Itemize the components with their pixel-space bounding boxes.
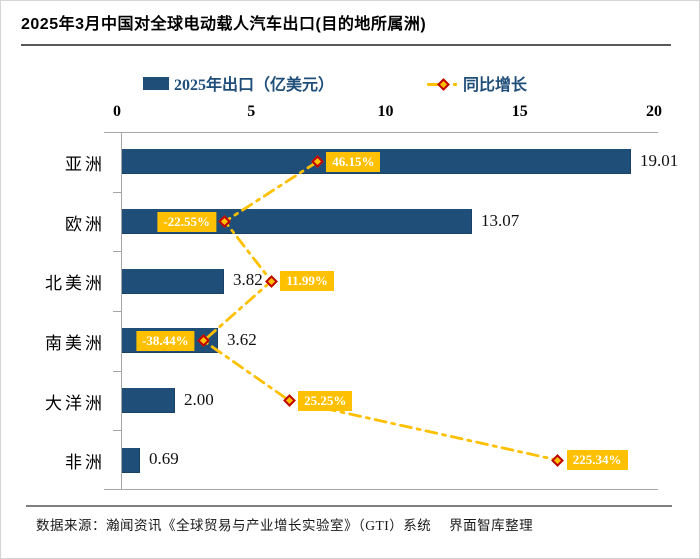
bar-value-label: 3.82 (233, 270, 263, 290)
y-axis-tick (113, 311, 121, 312)
growth-marker-icon (282, 394, 296, 407)
growth-pct-label: 11.99% (280, 271, 334, 292)
legend-line-marker-icon (427, 78, 459, 91)
bar-value-label: 0.69 (149, 449, 179, 469)
x-axis-line-top (104, 132, 658, 133)
category-label: 亚洲 (65, 154, 105, 174)
export-bar (122, 269, 224, 294)
growth-pct-label: -38.44% (136, 330, 195, 351)
legend-dash-icon (427, 83, 440, 86)
category-label: 大洋洲 (45, 393, 105, 413)
legend-dot-icon (453, 83, 457, 86)
y-axis-tick (113, 430, 121, 432)
legend-bar-label: 2025年出口（亿美元） (174, 77, 335, 94)
category-label: 非洲 (65, 453, 105, 473)
growth-marker-icon (551, 453, 565, 467)
footer-divider (26, 505, 672, 507)
legend-line-label: 同比增长 (463, 77, 528, 94)
growth-pct-label: 225.34% (566, 450, 628, 471)
bar-value-label: 13.07 (481, 210, 520, 230)
y-axis-tick (113, 370, 121, 372)
x-axis-tick-label: 15 (511, 103, 528, 120)
x-axis-tick-label: 0 (113, 103, 121, 120)
legend-bar-swatch-icon (143, 77, 169, 90)
x-axis-tick-label: 10 (377, 103, 394, 120)
export-bar (122, 448, 140, 473)
category-label: 北美洲 (45, 274, 105, 294)
export-bar (122, 388, 175, 413)
x-axis-line-bottom (104, 489, 658, 490)
growth-marker-icon (264, 274, 278, 288)
bar-value-label: 2.00 (184, 389, 214, 409)
growth-pct-label: 25.25% (298, 390, 353, 411)
category-label: 南美洲 (45, 333, 105, 353)
y-axis-tick (113, 191, 121, 193)
bar-value-label: 19.01 (640, 150, 679, 170)
x-axis-tick-label: 20 (646, 103, 662, 120)
data-source-note: 数据来源：瀚闻资讯《全球贸易与产业增长实验室》（GTI）系统 界面智库整理 (36, 518, 534, 533)
x-axis-tick-label: 5 (247, 103, 256, 120)
chart-title: 2025年3月中国对全球电动载人汽车出口(目的地所属洲) (21, 16, 427, 33)
growth-pct-label: 46.15% (326, 151, 381, 172)
bar-value-label: 3.62 (227, 329, 257, 349)
y-axis-tick (113, 251, 121, 253)
growth-pct-label: -22.55% (157, 211, 216, 232)
category-label: 欧洲 (65, 214, 105, 234)
title-divider (21, 44, 671, 46)
y-axis-line (121, 132, 122, 490)
